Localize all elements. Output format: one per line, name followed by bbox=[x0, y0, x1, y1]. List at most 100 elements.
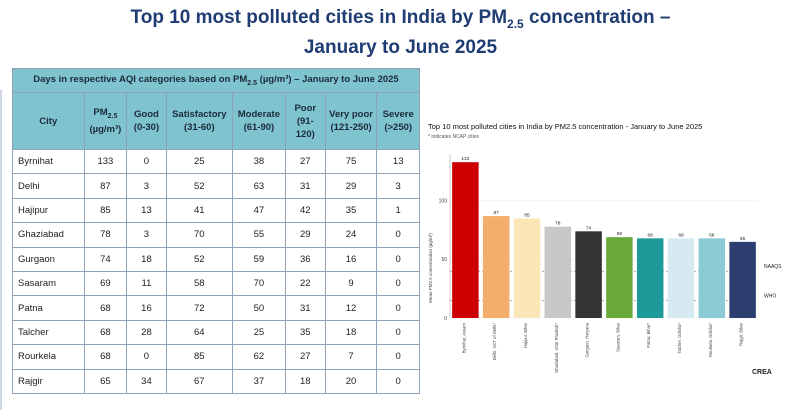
cell-pm: 65 bbox=[83, 368, 128, 394]
cell-good: 13 bbox=[126, 197, 167, 224]
cell-satisfactory: 67 bbox=[165, 368, 233, 394]
chart-title: Top 10 most polluted cities in India by … bbox=[428, 122, 702, 131]
cell-good: 34 bbox=[126, 368, 167, 394]
cell-satisfactory: 72 bbox=[165, 295, 233, 321]
cell-moderate: 25 bbox=[231, 319, 286, 346]
left-divider bbox=[0, 90, 2, 410]
x-tick-label: Patna, Bihar* bbox=[646, 323, 651, 348]
cell-city: Ghaziabad bbox=[12, 222, 85, 248]
cell-moderate: 55 bbox=[231, 222, 286, 248]
x-tick-label: Byrnihat, Assam bbox=[461, 322, 466, 353]
bar bbox=[452, 162, 479, 318]
cell-pm: 78 bbox=[83, 222, 128, 248]
table-row: Ghaziabad 78 3 70 55 29 24 0 bbox=[12, 222, 420, 248]
cell-severe: 0 bbox=[376, 368, 420, 394]
cell-good: 3 bbox=[126, 173, 167, 199]
x-tick-label: Talcher, Odisha* bbox=[677, 323, 682, 354]
bar bbox=[636, 238, 664, 318]
cell-moderate: 62 bbox=[231, 344, 286, 370]
table-caption-row: Days in respective AQI categories based … bbox=[12, 68, 420, 93]
pm25-bar-chart: Top 10 most polluted cities in India by … bbox=[428, 122, 782, 376]
cell-severe: 0 bbox=[376, 319, 420, 346]
cell-pm: 74 bbox=[83, 246, 128, 272]
cell-good: 0 bbox=[126, 148, 167, 175]
bar-value-label: 68 bbox=[648, 232, 654, 238]
table-row: Rajgir 65 34 67 37 18 20 0 bbox=[12, 368, 420, 394]
x-tick-label: Rourkela, Odisha* bbox=[708, 323, 713, 357]
title-subscript: 2.5 bbox=[507, 16, 524, 31]
cell-severe: 0 bbox=[376, 222, 420, 248]
bar bbox=[606, 237, 633, 318]
header-moderate-range: (61-90) bbox=[243, 122, 275, 133]
cell-satisfactory: 52 bbox=[165, 246, 233, 272]
table-header-row: City PM2.5 (µg/m³) Good (0-30) Satisfactor… bbox=[12, 92, 420, 150]
cell-city: Byrnihat bbox=[12, 148, 85, 175]
cell-very-poor: 7 bbox=[324, 344, 378, 370]
x-tick-label: Hajipur, Bihar bbox=[523, 322, 528, 348]
cell-very-poor: 12 bbox=[324, 295, 378, 321]
reference-line-label: WHO bbox=[764, 293, 776, 299]
cell-satisfactory: 58 bbox=[165, 270, 233, 297]
cell-severe: 0 bbox=[376, 246, 420, 272]
cell-pm: 133 bbox=[83, 148, 128, 175]
cell-poor: 18 bbox=[284, 368, 326, 394]
table-body: Byrnihat 133 0 25 38 27 75 13 Delhi 87 3 52 63 31 29 3 H… bbox=[12, 148, 420, 394]
aqi-days-table: Days in respective AQI categories based … bbox=[12, 68, 420, 394]
cell-severe: 13 bbox=[376, 148, 420, 175]
cell-pm: 68 bbox=[83, 295, 128, 321]
table-row: Byrnihat 133 0 25 38 27 75 13 bbox=[12, 148, 420, 175]
cell-very-poor: 35 bbox=[324, 197, 378, 224]
cell-poor: 29 bbox=[284, 222, 326, 248]
cell-very-poor: 75 bbox=[324, 148, 378, 175]
cell-pm: 69 bbox=[83, 270, 128, 297]
bar-value-label: 69 bbox=[617, 231, 623, 237]
x-tick-label: Gurgaon, Haryana bbox=[585, 322, 590, 357]
bar-value-label: 68 bbox=[709, 232, 715, 238]
cell-very-poor: 24 bbox=[324, 222, 378, 248]
cell-satisfactory: 41 bbox=[165, 197, 233, 224]
cell-moderate: 59 bbox=[231, 246, 286, 272]
header-poor: Poor (91-120) bbox=[284, 92, 326, 150]
cell-poor: 27 bbox=[284, 344, 326, 370]
y-tick-label: 50 bbox=[441, 257, 447, 263]
caption-text-b: (µg/m³) – January to June 2025 bbox=[257, 74, 399, 86]
cell-poor: 27 bbox=[284, 148, 326, 175]
header-pm-label: PM bbox=[93, 107, 108, 119]
header-pm-unit: (µg/m³) bbox=[89, 123, 122, 135]
cell-severe: 0 bbox=[376, 270, 420, 297]
cell-moderate: 37 bbox=[231, 368, 286, 394]
table-row: Hajipur 85 13 41 47 42 35 1 bbox=[12, 197, 420, 224]
cell-very-poor: 16 bbox=[324, 246, 378, 272]
table-row: Talcher 68 28 64 25 35 18 0 bbox=[12, 319, 420, 346]
cell-very-poor: 9 bbox=[324, 270, 378, 297]
cell-satisfactory: 25 bbox=[165, 148, 233, 175]
header-pm: PM2.5 (µg/m³) bbox=[83, 92, 128, 150]
cell-city: Talcher bbox=[12, 319, 85, 346]
cell-city: Gurgaon bbox=[12, 246, 85, 272]
table-row: Sasaram 69 11 58 70 22 9 0 bbox=[12, 270, 420, 297]
header-very-poor: Very poor (121-250) bbox=[324, 92, 378, 150]
bar bbox=[544, 226, 572, 318]
cell-moderate: 63 bbox=[231, 173, 286, 199]
bar bbox=[667, 238, 695, 318]
table-row: Rourkela 68 0 85 62 27 7 0 bbox=[12, 344, 420, 370]
cell-good: 11 bbox=[126, 270, 167, 297]
cell-city: Rajgir bbox=[12, 368, 85, 394]
cell-pm: 87 bbox=[83, 173, 128, 199]
x-tick-label: Ghaziabad, Uttar Pradesh* bbox=[554, 323, 559, 373]
cell-city: Delhi bbox=[12, 173, 85, 199]
y-tick-label: 0 bbox=[444, 316, 447, 322]
bar bbox=[575, 231, 602, 318]
bar bbox=[513, 218, 541, 318]
cell-city: Sasaram bbox=[12, 270, 85, 297]
header-moderate: Moderate (61-90) bbox=[231, 92, 286, 150]
bar bbox=[698, 238, 726, 318]
header-pm-subscript: 2.5 bbox=[107, 112, 118, 120]
cell-moderate: 47 bbox=[231, 197, 286, 224]
header-good-label: Good bbox=[134, 109, 159, 120]
cell-pm: 85 bbox=[83, 197, 128, 224]
bar bbox=[729, 241, 756, 318]
cell-severe: 0 bbox=[376, 344, 420, 370]
header-very-poor-range: (121-250) bbox=[330, 122, 372, 133]
header-satisfactory: Satisfactory (31-60) bbox=[165, 92, 233, 150]
